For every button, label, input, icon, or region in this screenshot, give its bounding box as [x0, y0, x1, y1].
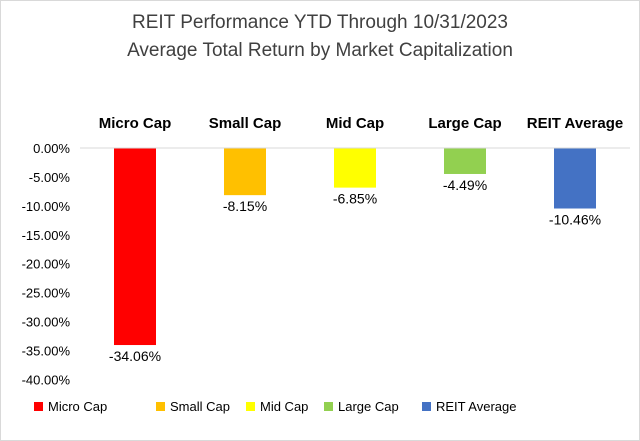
legend-swatch	[246, 402, 255, 411]
chart-title-line-1: REIT Performance YTD Through 10/31/2023	[132, 12, 508, 33]
data-label: -6.85%	[333, 191, 377, 207]
bar	[554, 148, 596, 209]
legend-swatch	[34, 402, 43, 411]
category-label: Mid Cap	[326, 115, 384, 132]
bar	[444, 148, 486, 174]
y-tick-label: -5.00%	[29, 170, 71, 185]
legend-swatch	[156, 402, 165, 411]
legend-swatch	[422, 402, 431, 411]
category-label: Micro Cap	[99, 115, 172, 132]
bar	[224, 148, 266, 196]
category-label: Large Cap	[428, 115, 501, 132]
y-tick-label: -10.00%	[22, 199, 71, 214]
legend-swatch	[324, 402, 333, 411]
data-label: -8.15%	[223, 198, 267, 214]
category-label: Small Cap	[209, 115, 282, 132]
y-tick-label: -40.00%	[22, 372, 71, 387]
legend: Micro Cap Small Cap Mid Cap Large Cap REIT A…	[34, 399, 516, 414]
data-label: -4.49%	[443, 177, 487, 193]
chart-title-line-2: Average Total Return by Market Capitaliz…	[127, 40, 513, 61]
legend-label: REIT Average	[436, 399, 516, 414]
bar	[334, 148, 376, 188]
y-tick-label: -25.00%	[22, 286, 71, 301]
legend-label: Small Cap	[170, 399, 230, 414]
plot-area: 0.00% -5.00% -10.00% -15.00% -20.00% -25.00% -…	[22, 115, 630, 387]
y-tick-label: 0.00%	[33, 141, 70, 156]
y-tick-label: -15.00%	[22, 228, 71, 243]
legend-label: Mid Cap	[260, 399, 308, 414]
legend-label: Large Cap	[338, 399, 399, 414]
data-label: -10.46%	[549, 212, 601, 228]
category-label: REIT Average	[527, 115, 623, 132]
data-label: -34.06%	[109, 348, 161, 364]
bar	[114, 148, 156, 346]
legend-label: Micro Cap	[48, 399, 107, 414]
y-tick-label: -20.00%	[22, 257, 71, 272]
y-tick-label: -30.00%	[22, 315, 71, 330]
y-tick-label: -35.00%	[22, 343, 71, 358]
